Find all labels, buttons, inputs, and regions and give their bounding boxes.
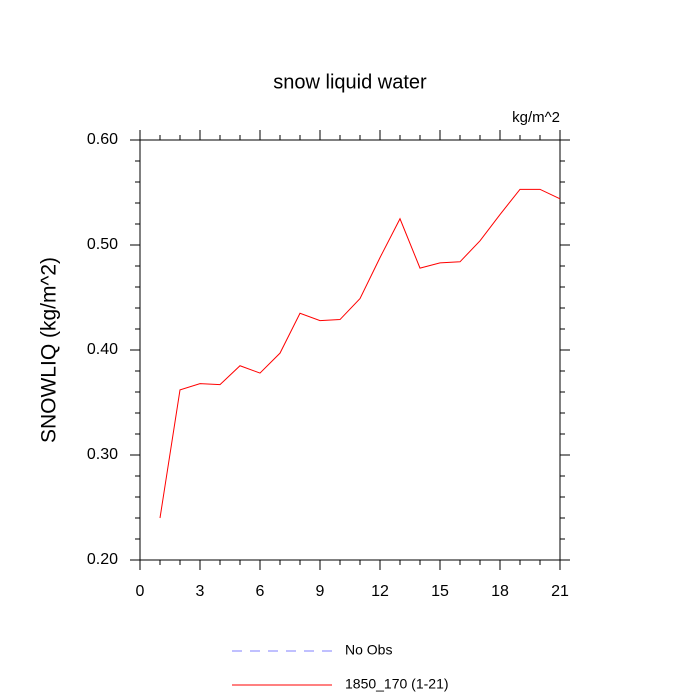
x-tick-label: 9 — [316, 583, 325, 600]
x-tick-label: 15 — [431, 583, 449, 600]
legend-label: No Obs — [345, 642, 392, 658]
x-tick-label: 21 — [551, 583, 569, 600]
units: kg/m^2 — [512, 109, 560, 126]
x-tick-label: 0 — [136, 583, 145, 600]
legend-label: 1850_170 (1-21) — [345, 676, 449, 692]
y-tick-label: 0.40 — [87, 341, 118, 358]
x-tick-label: 12 — [371, 583, 389, 600]
y-tick-label: 0.20 — [87, 551, 118, 568]
x-tick-label: 18 — [491, 583, 509, 600]
plot-frame — [139, 139, 561, 561]
y-tick-label: 0.30 — [87, 446, 118, 463]
chart-title: snow liquid water — [273, 71, 427, 93]
x-tick-label: 6 — [256, 583, 265, 600]
data-line — [159, 188, 561, 519]
y-tick-label: 0.50 — [87, 236, 118, 253]
x-tick-label: 3 — [196, 583, 205, 600]
y-tick-label: 0.60 — [87, 131, 118, 148]
y-axis-label: SNOWLIQ (kg/m^2) — [38, 257, 61, 443]
